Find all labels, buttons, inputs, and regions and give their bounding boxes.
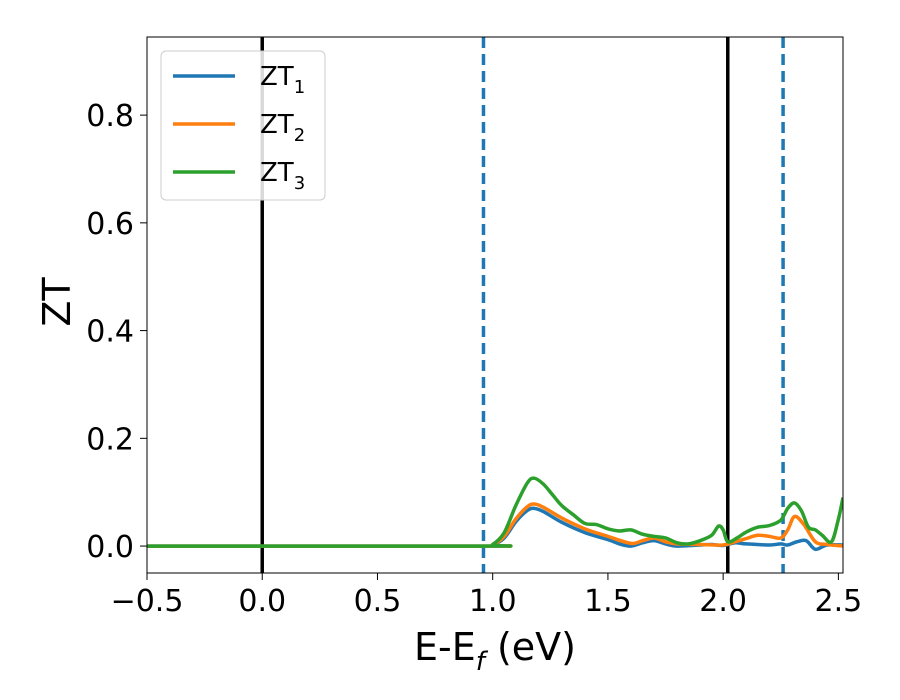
y-tick-label: 0.0 [86,530,134,565]
y-axis: 0.0 0.2 0.4 0.6 0.8 [86,99,147,565]
x-tick-label: 0.5 [354,584,402,619]
x-tick-label: 2.5 [815,584,863,619]
plot-frame [146,36,844,574]
x-tick-label: 1.0 [469,584,517,619]
legend-label-3: ZT3 [260,158,305,194]
y-tick-label: 0.4 [86,315,134,350]
legend-label-1: ZT1 [260,62,305,98]
legend: ZT1 ZT2 ZT3 [160,50,326,201]
x-tick-label: 0.0 [238,584,286,619]
y-tick-label: 0.8 [86,99,134,134]
series-layer [147,476,843,552]
x-tick-label: 2.0 [699,584,747,619]
series-line-3 [147,476,843,548]
x-tick-label: −0.5 [111,584,184,619]
x-tick-label: 1.5 [584,584,632,619]
series-line-2 [147,502,843,548]
y-tick-label: 0.2 [86,422,134,457]
legend-label-2: ZT2 [260,110,305,146]
legend-box [160,50,326,201]
y-axis-label: ZT [35,277,79,327]
x-axis-label: E-Ef (eV) [414,625,576,677]
y-tick-label: 0.6 [86,207,134,242]
x-axis: −0.5 0.0 0.5 1.0 1.5 2.0 2.5 [111,573,863,619]
